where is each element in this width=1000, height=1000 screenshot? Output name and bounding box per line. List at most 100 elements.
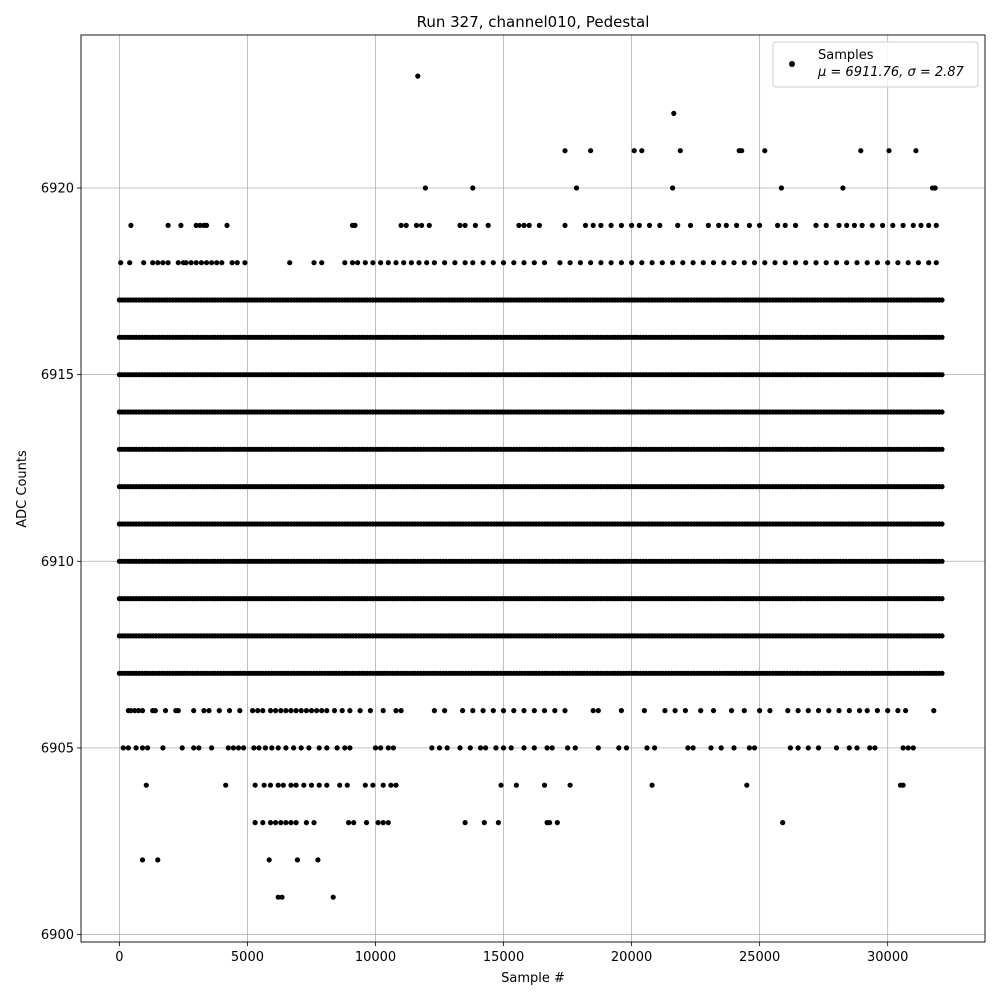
sample-point <box>275 782 281 788</box>
sample-point <box>659 260 665 266</box>
sample-point <box>298 745 304 751</box>
sample-point <box>854 260 860 266</box>
sample-point <box>178 222 184 228</box>
sample-point <box>577 260 584 266</box>
sample-point <box>127 260 133 266</box>
sample-point <box>644 745 650 751</box>
legend-stats: μ = 6911.76, σ = 2.87 <box>817 65 965 80</box>
sample-point <box>939 484 945 490</box>
sample-point <box>241 745 247 751</box>
sample-point <box>670 185 676 191</box>
sample-point <box>516 222 522 228</box>
legend: Samples μ = 6911.76, σ = 2.87 <box>772 41 979 88</box>
sample-point <box>324 782 330 788</box>
sample-point <box>385 260 391 266</box>
sample-point <box>355 260 361 266</box>
sample-point <box>308 782 315 788</box>
sample-point <box>118 260 124 266</box>
sample-point <box>483 745 489 751</box>
sample-point <box>582 222 589 228</box>
sample-point <box>851 222 858 228</box>
sample-point <box>649 782 655 788</box>
sample-point <box>844 260 850 266</box>
sample-point <box>316 782 322 788</box>
sample-point <box>508 745 514 751</box>
sample-point <box>193 260 199 266</box>
y-tick-label: 6910 <box>41 555 74 570</box>
sample-point <box>139 745 146 751</box>
sample-point <box>183 260 189 266</box>
sample-point <box>352 222 358 228</box>
sample-point <box>728 708 735 714</box>
sample-point <box>636 222 642 228</box>
sample-point <box>864 260 870 266</box>
sample-point <box>452 260 458 266</box>
sample-point <box>311 260 317 266</box>
sample-point <box>813 222 819 228</box>
sample-point <box>641 708 648 714</box>
sample-point <box>762 260 768 266</box>
sample-point <box>457 745 463 751</box>
sample-point <box>900 745 906 751</box>
sample-point <box>422 185 428 191</box>
sample-point <box>657 222 663 228</box>
sample-point <box>918 222 924 228</box>
sample-point <box>143 782 149 788</box>
sample-point <box>334 745 340 751</box>
sample-point <box>885 708 891 714</box>
sample-point <box>293 820 299 826</box>
sample-point <box>324 708 330 714</box>
sample-point <box>287 260 293 266</box>
sample-point <box>833 260 840 266</box>
sample-point <box>778 185 785 191</box>
sample-point <box>513 782 520 788</box>
sample-point <box>813 260 819 266</box>
sample-point <box>378 745 384 751</box>
sample-point <box>608 260 614 266</box>
sample-point <box>823 222 829 228</box>
sample-point <box>256 745 262 751</box>
sample-point <box>885 260 891 266</box>
sample-point <box>139 708 146 714</box>
sample-point <box>536 222 543 228</box>
sample-point <box>311 820 317 826</box>
sample-point <box>939 297 945 303</box>
sample-point <box>541 782 548 788</box>
sample-point <box>751 745 758 751</box>
sample-point <box>467 745 473 751</box>
sample-point <box>206 708 212 714</box>
sample-point <box>370 260 376 266</box>
sample-point <box>293 782 299 788</box>
sample-point <box>858 148 864 154</box>
sample-point <box>572 745 578 751</box>
sample-point <box>792 222 799 228</box>
sample-point <box>910 745 916 751</box>
sample-point <box>363 820 370 826</box>
sample-point <box>511 708 517 714</box>
sample-point <box>495 820 501 826</box>
sample-point <box>288 708 294 714</box>
sample-point <box>133 745 139 751</box>
sample-point <box>162 708 169 714</box>
sample-point <box>521 708 527 714</box>
sample-point <box>175 708 181 714</box>
sample-point <box>223 782 229 788</box>
sample-point <box>675 222 681 228</box>
sample-point <box>261 782 267 788</box>
sample-point <box>846 708 852 714</box>
sample-point <box>826 708 832 714</box>
sample-point <box>698 708 704 714</box>
sample-point <box>595 708 601 714</box>
sample-point <box>462 260 468 266</box>
sample-point <box>544 745 550 751</box>
sample-point <box>646 222 653 228</box>
sample-point <box>629 260 635 266</box>
sample-point <box>337 782 343 788</box>
sample-point <box>198 260 204 266</box>
sample-point <box>196 745 202 751</box>
sample-point <box>429 745 435 751</box>
sample-point <box>526 222 532 228</box>
sample-point <box>349 260 356 266</box>
sample-point <box>762 148 768 154</box>
sample-point <box>293 708 299 714</box>
